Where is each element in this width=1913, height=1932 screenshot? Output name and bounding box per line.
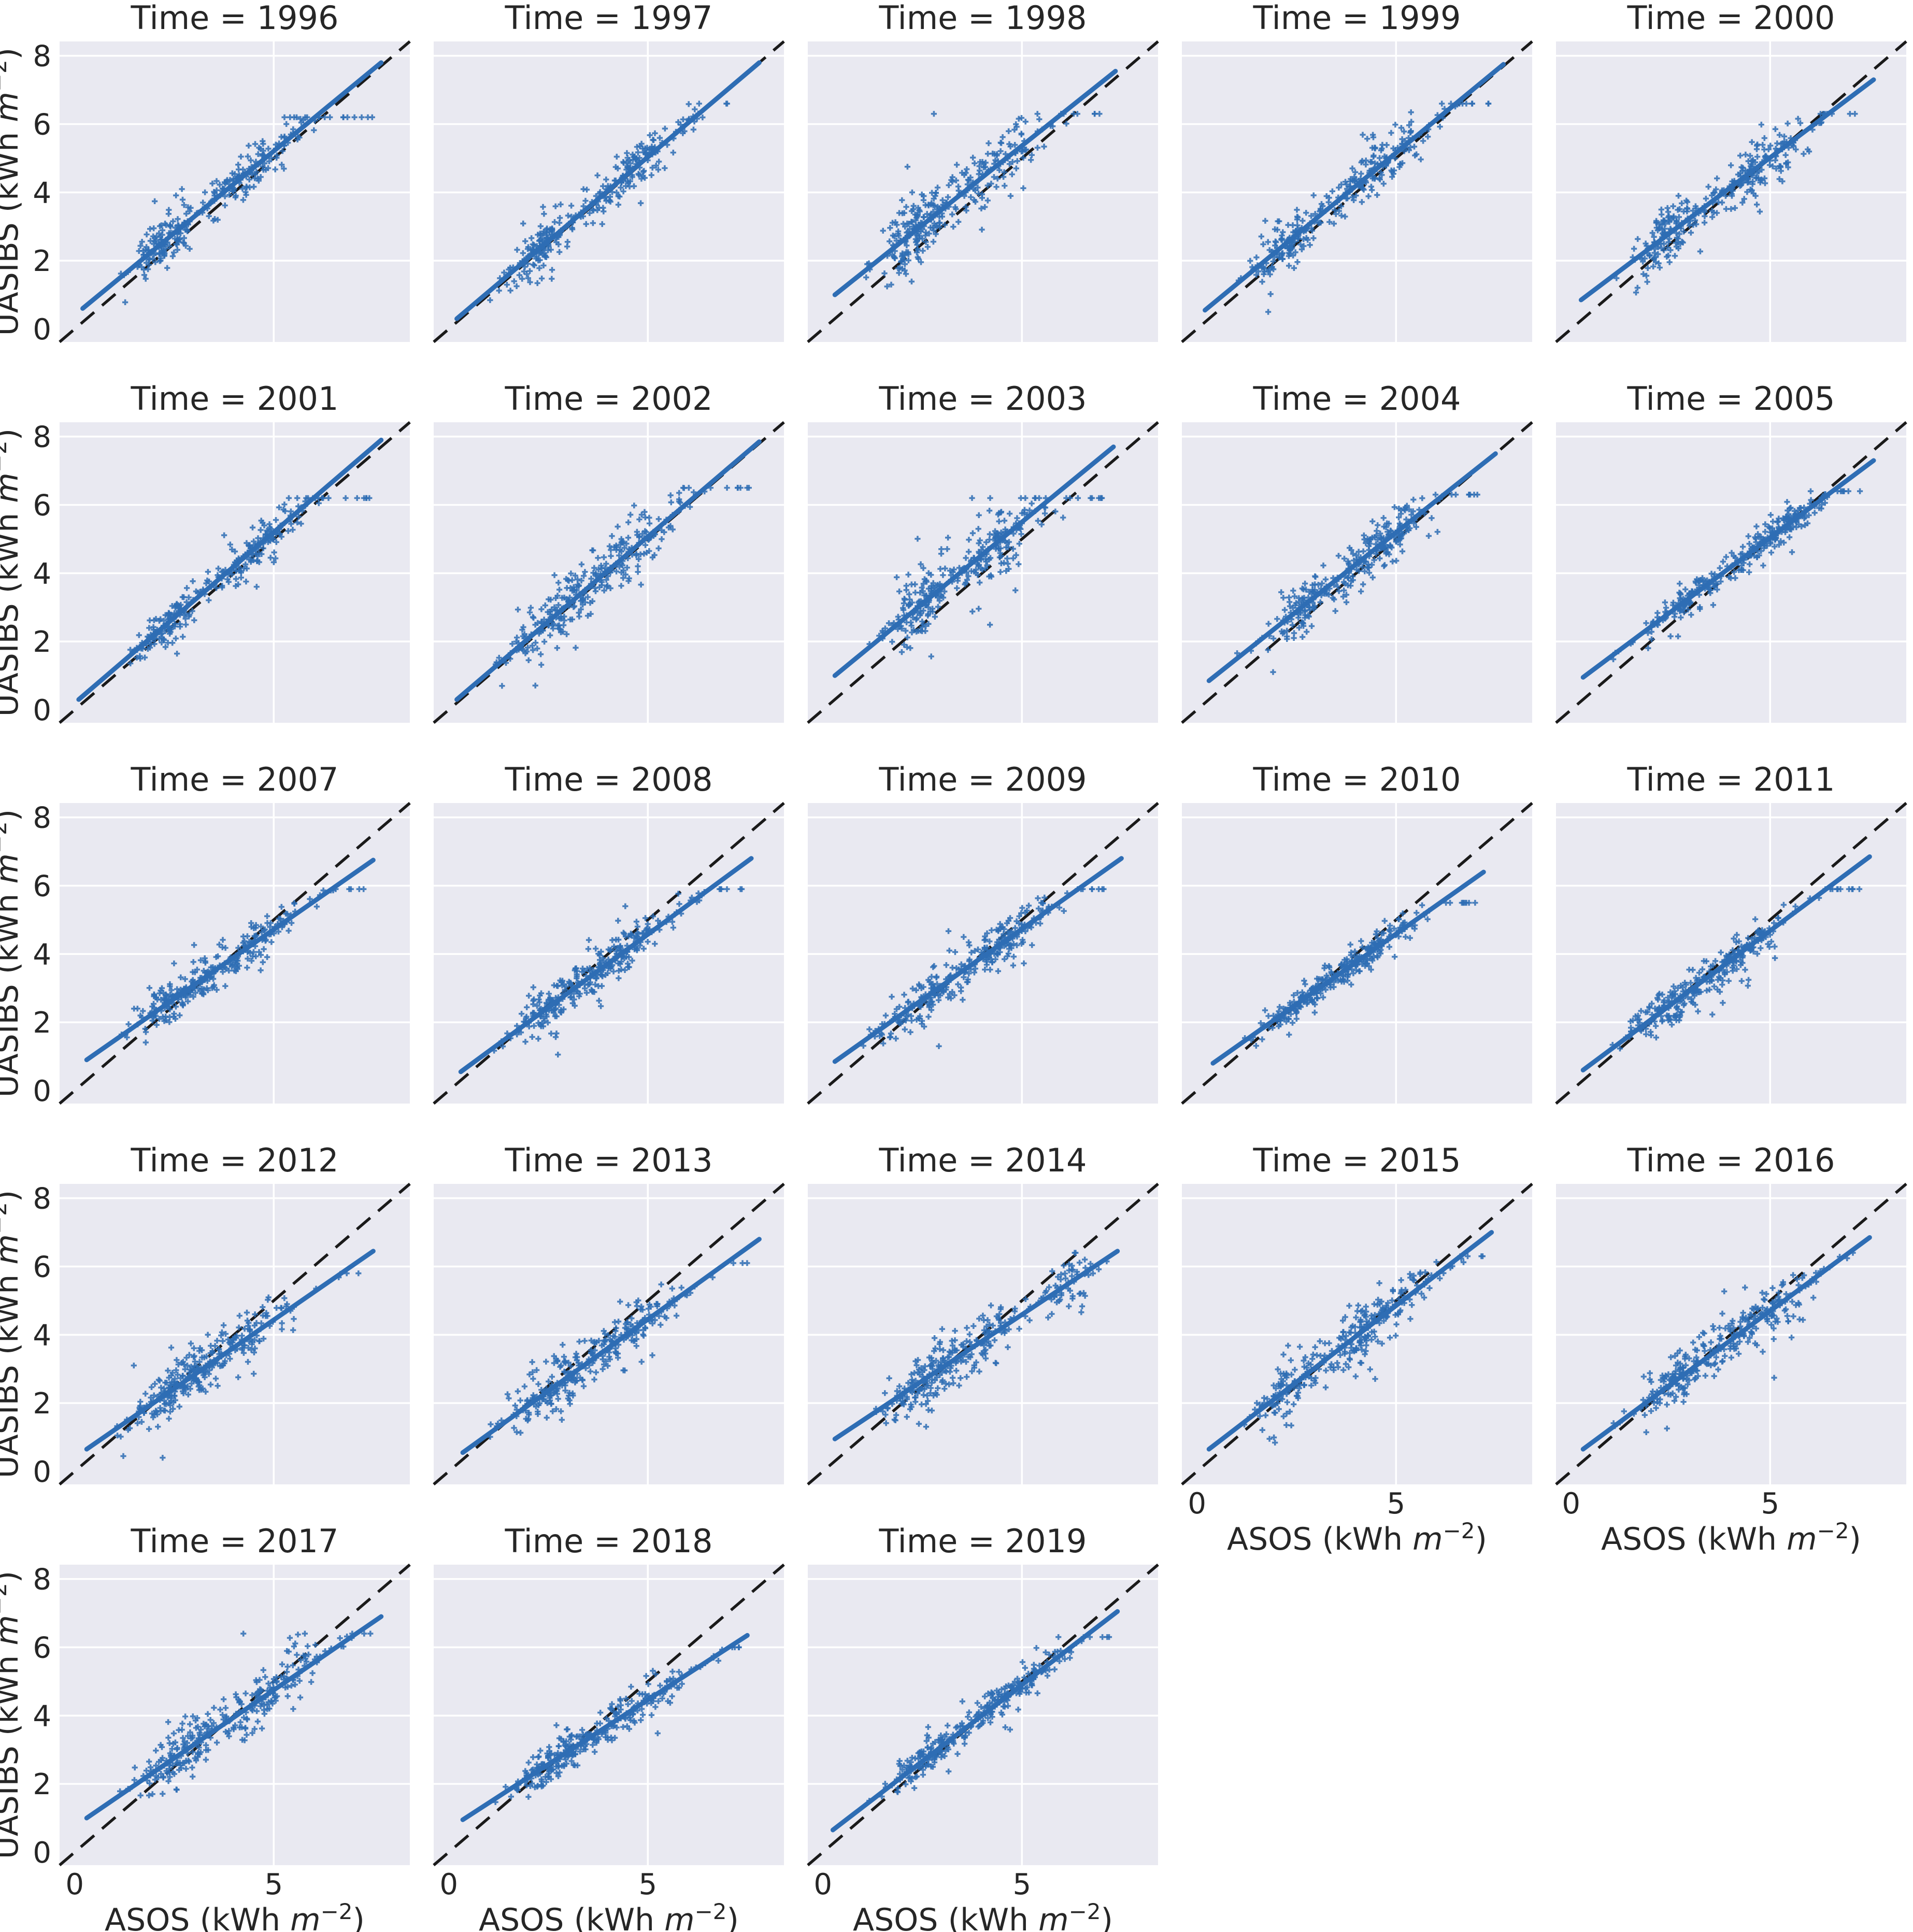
facet-2014: Time = 2014 xyxy=(808,1141,1158,1484)
facet-2004: Time = 2004 xyxy=(1182,380,1532,723)
y-axis-label: UASIBS (kWh m−2) xyxy=(0,1571,25,1859)
y-tick-label: 0 xyxy=(33,313,51,347)
x-tick-label: 0 xyxy=(1188,1487,1206,1521)
facet-title: Time = 2007 xyxy=(131,761,339,798)
x-axis-label: ASOS (kWh m−2) xyxy=(1601,1518,1861,1557)
y-tick-label: 2 xyxy=(33,1768,51,1801)
facet-1996: Time = 1996 0 2 4 6 8 UASIBS (kWh m−2) xyxy=(0,0,410,347)
y-tick-label: 2 xyxy=(33,625,51,659)
x-tick-label: 0 xyxy=(1562,1487,1580,1521)
facet-title: Time = 2000 xyxy=(1627,0,1835,37)
facet-2010: Time = 2010 xyxy=(1182,761,1532,1104)
facet-title: Time = 2004 xyxy=(1253,380,1461,418)
facet-title: Time = 2010 xyxy=(1253,761,1461,798)
y-tick-label: 4 xyxy=(33,557,51,591)
y-tick-label: 2 xyxy=(33,1387,51,1421)
x-tick-label: 0 xyxy=(65,1868,84,1901)
x-axis-label: ASOS (kWh m−2) xyxy=(1227,1518,1487,1557)
x-axis-label: ASOS (kWh m−2) xyxy=(479,1899,739,1932)
facet-title: Time = 2018 xyxy=(505,1522,713,1560)
facet-title: Time = 2009 xyxy=(879,761,1087,798)
y-tick-label: 6 xyxy=(33,489,51,523)
facet-2007: Time = 2007 0 2 4 6 8 UASIBS (kWh m−2) xyxy=(0,761,410,1108)
facet-2008: Time = 2008 xyxy=(434,761,784,1104)
y-tick-label: 8 xyxy=(33,421,51,454)
y-tick-label: 8 xyxy=(33,802,51,835)
x-tick-label: 5 xyxy=(264,1868,283,1901)
facet-title: Time = 2005 xyxy=(1627,380,1835,418)
facet-title: Time = 1996 xyxy=(131,0,339,37)
y-tick-label: 0 xyxy=(33,1836,51,1870)
facet-title: Time = 1999 xyxy=(1253,0,1461,37)
facet-2002: Time = 2002 xyxy=(434,380,784,723)
facet-2003: Time = 2003 xyxy=(808,380,1158,723)
facet-1997: Time = 1997 xyxy=(434,0,784,342)
facet-title: Time = 2016 xyxy=(1627,1141,1835,1179)
facet-title: Time = 2013 xyxy=(505,1141,713,1179)
y-tick-label: 8 xyxy=(33,1182,51,1216)
y-tick-label: 0 xyxy=(33,1455,51,1489)
x-tick-label: 5 xyxy=(1387,1487,1405,1521)
facet-2009: Time = 2009 xyxy=(808,761,1158,1104)
x-axis-label: ASOS (kWh m−2) xyxy=(853,1899,1113,1932)
facet-title: Time = 2019 xyxy=(879,1522,1087,1560)
facet-2000: Time = 2000 xyxy=(1556,0,1906,342)
facet-1998: Time = 1998 xyxy=(808,0,1158,342)
facet-2005: Time = 2005 xyxy=(1556,380,1906,723)
y-tick-label: 6 xyxy=(33,108,51,142)
x-tick-label: 5 xyxy=(1761,1487,1779,1521)
facet-2001: Time = 2001 0 2 4 6 8 UASIBS (kWh m−2) xyxy=(0,380,410,727)
y-axis-label: UASIBS (kWh m−2) xyxy=(0,1190,25,1478)
x-tick-label: 5 xyxy=(1012,1868,1031,1901)
facet-1999: Time = 1999 xyxy=(1182,0,1532,342)
y-tick-label: 4 xyxy=(33,938,51,971)
y-tick-label: 4 xyxy=(33,1699,51,1733)
facet-title: Time = 2017 xyxy=(131,1522,339,1560)
x-tick-label: 0 xyxy=(439,1868,458,1901)
y-tick-label: 4 xyxy=(33,1319,51,1352)
facet-2012: Time = 2012 0 2 4 6 8 UASIBS (kWh m−2) xyxy=(0,1141,410,1489)
y-tick-label: 6 xyxy=(33,1632,51,1665)
facet-title: Time = 1997 xyxy=(505,0,713,37)
facet-title: Time = 2012 xyxy=(131,1141,339,1179)
facet-title: Time = 2003 xyxy=(879,380,1087,418)
y-tick-label: 4 xyxy=(33,176,51,210)
y-tick-label: 2 xyxy=(33,245,51,278)
x-axis-label: ASOS (kWh m−2) xyxy=(105,1899,365,1932)
y-tick-label: 8 xyxy=(33,1563,51,1597)
y-tick-label: 8 xyxy=(33,40,51,74)
x-tick-label: 0 xyxy=(813,1868,832,1901)
y-tick-label: 2 xyxy=(33,1006,51,1040)
y-tick-label: 0 xyxy=(33,694,51,727)
facet-title: Time = 1998 xyxy=(879,0,1087,37)
facet-title: Time = 2015 xyxy=(1253,1141,1461,1179)
facet-title: Time = 2008 xyxy=(505,761,713,798)
y-tick-label: 0 xyxy=(33,1075,51,1108)
facet-2013: Time = 2013 xyxy=(434,1141,784,1484)
y-tick-label: 6 xyxy=(33,1251,51,1284)
facet-title: Time = 2014 xyxy=(879,1141,1087,1179)
facet-title: Time = 2011 xyxy=(1627,761,1835,798)
y-axis-label: UASIBS (kWh m−2) xyxy=(0,48,25,336)
y-axis-label: UASIBS (kWh m−2) xyxy=(0,428,25,717)
x-tick-label: 5 xyxy=(638,1868,657,1901)
facet-2011: Time = 2011 xyxy=(1556,761,1906,1104)
facet-title: Time = 2001 xyxy=(131,380,339,418)
facet-title: Time = 2002 xyxy=(505,380,713,418)
y-axis-label: UASIBS (kWh m−2) xyxy=(0,809,25,1097)
y-tick-label: 6 xyxy=(33,870,51,904)
